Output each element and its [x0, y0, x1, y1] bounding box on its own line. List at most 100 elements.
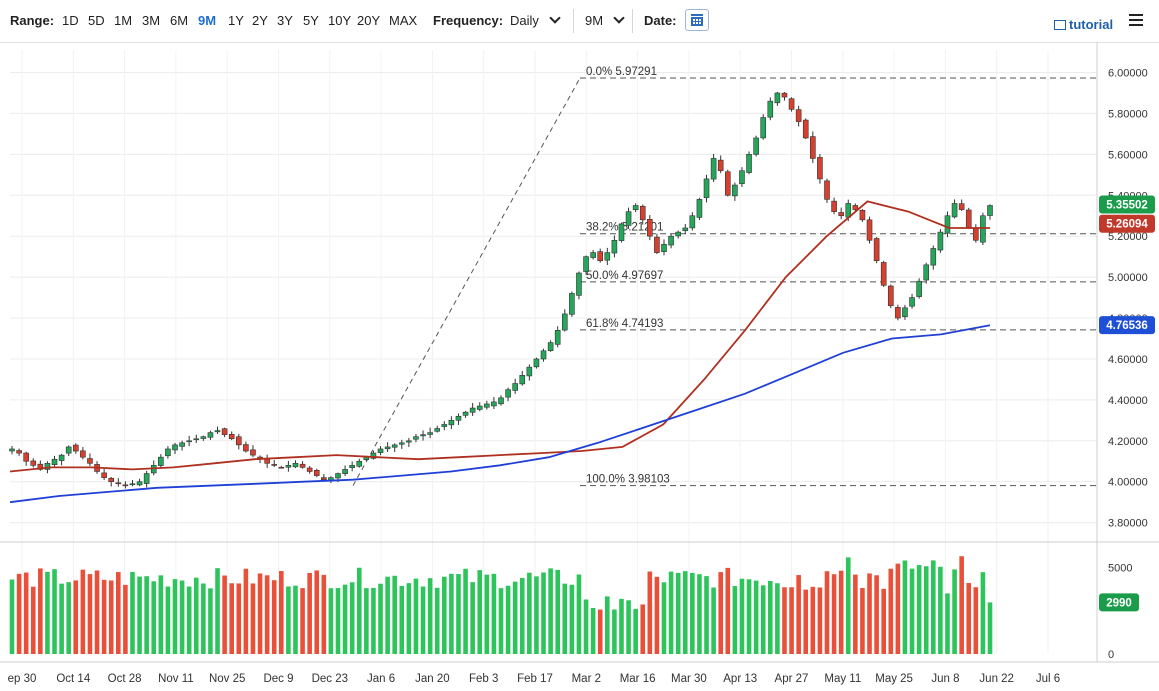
volume-bar — [300, 588, 305, 654]
x-tick-label: Dec 9 — [263, 673, 293, 685]
candle-body — [179, 442, 185, 447]
candle-body — [866, 219, 873, 241]
volume-bar — [193, 577, 199, 654]
candle-body — [108, 477, 115, 483]
candle-body — [462, 411, 469, 416]
candle-body — [193, 438, 200, 441]
candle-body — [661, 244, 667, 253]
candle-body — [810, 136, 816, 159]
x-tick-label: Jan 6 — [367, 673, 395, 685]
volume-bar — [775, 583, 780, 654]
range-button-max[interactable]: MAX — [389, 13, 418, 28]
tutorial-label: tutorial — [1069, 17, 1114, 32]
range-button-1d[interactable]: 1D — [62, 13, 79, 28]
range-button-5d[interactable]: 5D — [88, 13, 105, 28]
x-tick-label: Mar 30 — [671, 673, 707, 685]
volume-bar — [711, 587, 716, 654]
candle-body — [902, 307, 908, 318]
candle-body — [547, 342, 554, 352]
candle-body — [398, 442, 405, 445]
toolbar-divider — [573, 9, 574, 33]
candle-body — [505, 389, 511, 398]
volume-bar — [257, 573, 263, 654]
volume-bar — [420, 586, 426, 654]
price-badge — [1099, 195, 1155, 214]
volume-bar — [30, 586, 36, 654]
volume-bar — [222, 575, 227, 654]
volume-bar — [952, 569, 957, 654]
candle-body — [484, 403, 490, 408]
candle-body — [604, 252, 611, 261]
price-badge — [1099, 316, 1155, 335]
calendar-icon[interactable] — [685, 9, 709, 31]
volume-bar — [867, 573, 872, 654]
range-button-9m[interactable]: 9M — [198, 13, 217, 28]
volume-bar — [583, 599, 589, 654]
candle-body — [44, 462, 51, 470]
y-tick-label: 4.00000 — [1108, 477, 1148, 489]
volume-bar — [527, 572, 532, 654]
candle-body — [214, 430, 221, 433]
range-button-1m[interactable]: 1M — [114, 13, 133, 28]
volume-bar — [654, 576, 660, 654]
volume-bar — [413, 578, 419, 654]
volume-badge — [1099, 593, 1139, 612]
candle-body — [285, 465, 292, 468]
volume-bar — [321, 574, 327, 654]
volume-bar — [23, 572, 29, 654]
range-button-2y[interactable]: 2Y — [252, 13, 268, 28]
volume-bar — [931, 560, 936, 654]
range-button-3y[interactable]: 3Y — [277, 13, 293, 28]
candle-body — [710, 158, 717, 180]
candle-body — [838, 212, 844, 217]
candle-body — [824, 180, 830, 200]
candle-body — [292, 462, 299, 468]
volume-bar — [853, 574, 858, 654]
candle-body — [597, 251, 604, 262]
frequency-dropdown[interactable]: Daily — [510, 12, 561, 28]
x-tick-label: Oct 14 — [56, 673, 90, 685]
candle-body — [87, 458, 93, 464]
candle-body — [370, 452, 377, 459]
range-button-20y[interactable]: 20Y — [357, 13, 381, 28]
volume-bar — [342, 584, 348, 654]
candle-body — [973, 227, 979, 241]
y-tick-label: 4.40000 — [1108, 395, 1148, 407]
candle-body — [576, 272, 582, 296]
volume-bar — [87, 574, 93, 654]
candle-body — [774, 92, 781, 104]
volume-bar — [718, 572, 723, 654]
period-value: 9M — [585, 13, 604, 28]
volume-bar — [364, 588, 369, 654]
range-button-6m[interactable]: 6M — [170, 13, 189, 28]
volume-bar — [569, 584, 575, 654]
candle-body — [909, 297, 915, 307]
hamburger-menu-icon[interactable] — [1129, 14, 1143, 26]
volume-bar — [172, 579, 178, 654]
candle-body — [235, 436, 242, 446]
candle-body — [717, 159, 724, 172]
volume-bar — [108, 580, 114, 654]
volume-bar — [519, 577, 525, 654]
candle-body — [887, 285, 894, 307]
candle-body — [647, 219, 653, 237]
date-label: Date: — [644, 13, 677, 28]
range-button-5y[interactable]: 5Y — [303, 13, 319, 28]
range-button-3m[interactable]: 3M — [142, 13, 161, 28]
volume-bar — [697, 574, 702, 654]
candle-body — [788, 98, 795, 110]
candle-body — [703, 178, 710, 198]
candle-body — [561, 313, 568, 331]
range-button-10y[interactable]: 10Y — [328, 13, 352, 28]
period-dropdown[interactable]: 9M — [585, 12, 625, 28]
tutorial-link[interactable]: tutorial — [1054, 17, 1113, 32]
candle-body — [696, 199, 703, 218]
candle-body — [760, 117, 767, 139]
volume-bar — [661, 582, 667, 654]
candle-body — [115, 482, 122, 485]
candle-body — [335, 473, 341, 479]
candle-body — [441, 424, 448, 427]
y-tick-label: 5.80000 — [1108, 108, 1148, 120]
candle-body — [228, 434, 235, 440]
range-button-1y[interactable]: 1Y — [228, 13, 244, 28]
